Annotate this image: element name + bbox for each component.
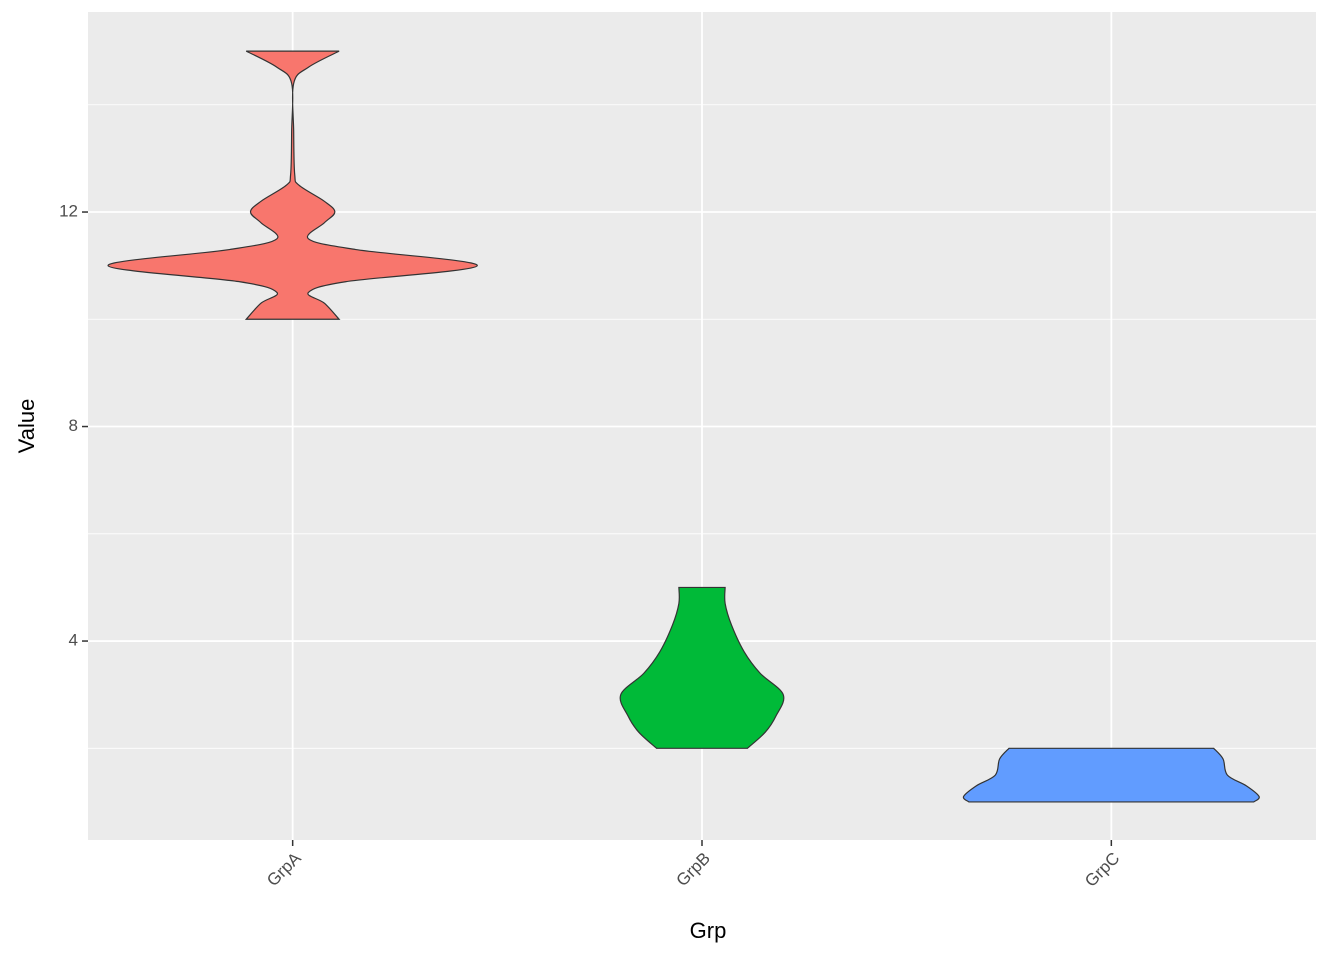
y-tick-label: 12 — [59, 202, 78, 221]
y-axis-title: Value — [14, 399, 39, 454]
violin — [619, 586, 785, 749]
x-tick-label: GrpC — [1081, 849, 1123, 891]
violin — [107, 50, 478, 320]
y-tick-label: 4 — [69, 631, 78, 650]
x-tick-label: GrpB — [673, 849, 714, 890]
y-tick-label: 8 — [69, 416, 78, 435]
violin — [962, 747, 1260, 803]
x-axis-title: Grp — [690, 918, 727, 943]
x-tick-label: GrpA — [263, 848, 305, 890]
